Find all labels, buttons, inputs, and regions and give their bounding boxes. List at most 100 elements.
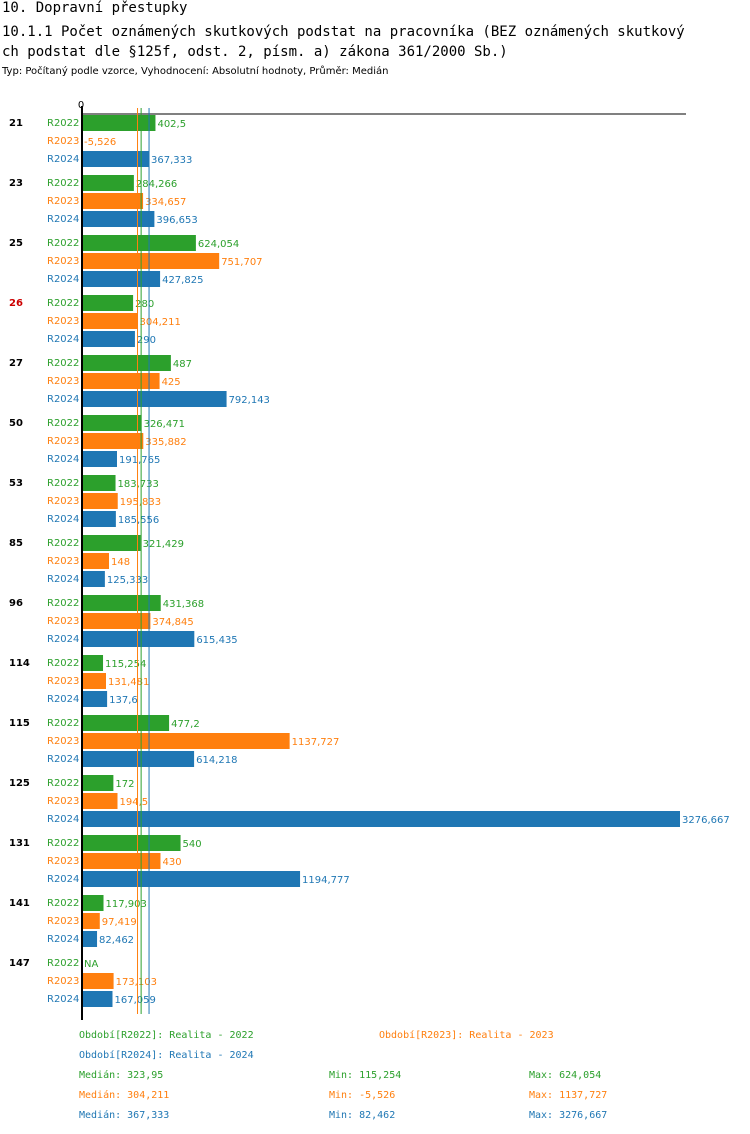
bar-r2024-115 [82, 751, 195, 767]
bar-r2023-114 [82, 673, 106, 689]
series-label-r2023-125: R2023 [47, 796, 79, 807]
series-label-r2022-114: R2022 [47, 658, 79, 669]
value-label-r2022-21: 402,5 [157, 119, 186, 130]
value-label-r2024-125: 3276,667 [682, 815, 730, 826]
series-label-r2022-141: R2022 [47, 898, 79, 909]
bar-r2024-131 [82, 871, 301, 887]
category-label-26: 26 [9, 298, 23, 309]
axis-zero-label: 0 [78, 100, 84, 111]
stat-median-r2023: Medián: 304,211 [79, 1090, 170, 1101]
value-label-r2022-53: 183,733 [118, 479, 159, 490]
series-label-r2023-26: R2023 [47, 316, 79, 327]
bar-r2022-85 [82, 535, 141, 551]
stat-median-r2024: Medián: 367,333 [79, 1110, 170, 1121]
category-label-27: 27 [9, 358, 23, 369]
series-label-r2023-50: R2023 [47, 436, 79, 447]
bar-r2024-147 [82, 991, 113, 1007]
value-label-r2023-114: 131,481 [108, 677, 149, 688]
bar-r2024-85 [82, 571, 105, 587]
series-label-r2022-53: R2022 [47, 478, 79, 489]
value-label-r2023-26: 304,211 [140, 317, 181, 328]
value-label-r2022-147: NA [84, 959, 98, 970]
value-label-r2024-27: 792,143 [229, 395, 270, 406]
series-label-r2023-114: R2023 [47, 676, 79, 687]
bar-r2023-141 [82, 913, 100, 929]
legend-period-r2022: Období[R2022]: Realita - 2022 [79, 1030, 254, 1041]
series-label-r2024-147: R2024 [47, 994, 79, 1005]
bar-r2022-26 [82, 295, 134, 311]
value-label-r2022-85: 321,429 [143, 539, 184, 550]
bar-r2024-25 [82, 271, 161, 287]
value-label-r2022-25: 624,054 [198, 239, 239, 250]
value-label-r2024-85: 125,333 [107, 575, 148, 586]
bar-r2023-125 [82, 793, 118, 809]
value-label-r2023-27: 425 [162, 377, 181, 388]
series-label-r2022-147: R2022 [47, 958, 79, 969]
legend-period-r2024: Období[R2024]: Realita - 2024 [79, 1050, 254, 1061]
category-label-147: 147 [9, 958, 30, 969]
bar-r2022-23 [82, 175, 134, 191]
bar-r2024-50 [82, 451, 117, 467]
bar-r2022-115 [82, 715, 170, 731]
value-label-r2024-141: 82,462 [99, 935, 134, 946]
bar-r2022-53 [82, 475, 116, 491]
value-label-r2024-115: 614,218 [196, 755, 237, 766]
bar-r2023-96 [82, 613, 151, 629]
bar-r2024-23 [82, 211, 155, 227]
value-label-r2023-141: 97,419 [102, 917, 137, 928]
bar-r2024-53 [82, 511, 116, 527]
chart-title-line-1: 10.1.1 Počet oznámených skutkových podst… [2, 24, 685, 40]
chart-title: 10.1.1 Počet oznámených skutkových podst… [2, 22, 685, 62]
series-label-r2024-115: R2024 [47, 754, 79, 765]
series-label-r2022-25: R2022 [47, 238, 79, 249]
value-label-r2024-23: 396,653 [156, 215, 197, 226]
series-label-r2023-53: R2023 [47, 496, 79, 507]
value-label-r2024-114: 137,6 [109, 695, 138, 706]
value-label-r2023-21: -5,526 [84, 137, 116, 148]
category-label-114: 114 [9, 658, 30, 669]
series-label-r2022-27: R2022 [47, 358, 79, 369]
value-label-r2022-23: 284,266 [136, 179, 177, 190]
series-label-r2024-114: R2024 [47, 694, 79, 705]
series-label-r2024-21: R2024 [47, 154, 79, 165]
series-label-r2024-85: R2024 [47, 574, 79, 585]
bar-r2023-53 [82, 493, 118, 509]
bar-r2023-27 [82, 373, 160, 389]
value-label-r2024-147: 167,059 [114, 995, 155, 1006]
category-label-131: 131 [9, 838, 30, 849]
value-label-r2022-50: 326,471 [144, 419, 185, 430]
series-label-r2022-23: R2022 [47, 178, 79, 189]
category-label-23: 23 [9, 178, 23, 189]
category-label-25: 25 [9, 238, 23, 249]
value-label-r2022-96: 431,368 [163, 599, 204, 610]
bar-r2022-27 [82, 355, 171, 371]
series-label-r2024-27: R2024 [47, 394, 79, 405]
series-label-r2023-147: R2023 [47, 976, 79, 987]
legend-period-r2023: Období[R2023]: Realita - 2023 [379, 1030, 554, 1041]
series-label-r2024-141: R2024 [47, 934, 79, 945]
bar-chart: 0 21 R2022 402,5 R2023 -5,526 R2024 367,333 23 R2… [9, 100, 730, 1020]
value-label-r2024-131: 1194,777 [302, 875, 350, 886]
bar-r2023-85 [82, 553, 110, 569]
value-label-r2022-26: 280 [135, 299, 154, 310]
series-label-r2023-21: R2023 [47, 136, 79, 147]
series-label-r2022-85: R2022 [47, 538, 79, 549]
series-label-r2022-26: R2022 [47, 298, 79, 309]
series-label-r2024-50: R2024 [47, 454, 79, 465]
value-label-r2023-115: 1137,727 [292, 737, 340, 748]
series-label-r2022-21: R2022 [47, 118, 79, 129]
value-label-r2022-27: 487 [173, 359, 192, 370]
bar-r2023-26 [82, 313, 138, 329]
category-label-141: 141 [9, 898, 30, 909]
category-label-96: 96 [9, 598, 23, 609]
bar-r2024-26 [82, 331, 135, 347]
series-label-r2023-131: R2023 [47, 856, 79, 867]
bar-r2023-50 [82, 433, 144, 449]
value-label-r2024-53: 185,556 [118, 515, 159, 526]
bar-r2024-114 [82, 691, 108, 707]
bar-r2024-27 [82, 391, 227, 407]
series-label-r2022-50: R2022 [47, 418, 79, 429]
value-label-r2024-50: 191,765 [119, 455, 160, 466]
stat-min-r2024: Min: 82,462 [329, 1110, 396, 1121]
bar-r2023-147 [82, 973, 114, 989]
